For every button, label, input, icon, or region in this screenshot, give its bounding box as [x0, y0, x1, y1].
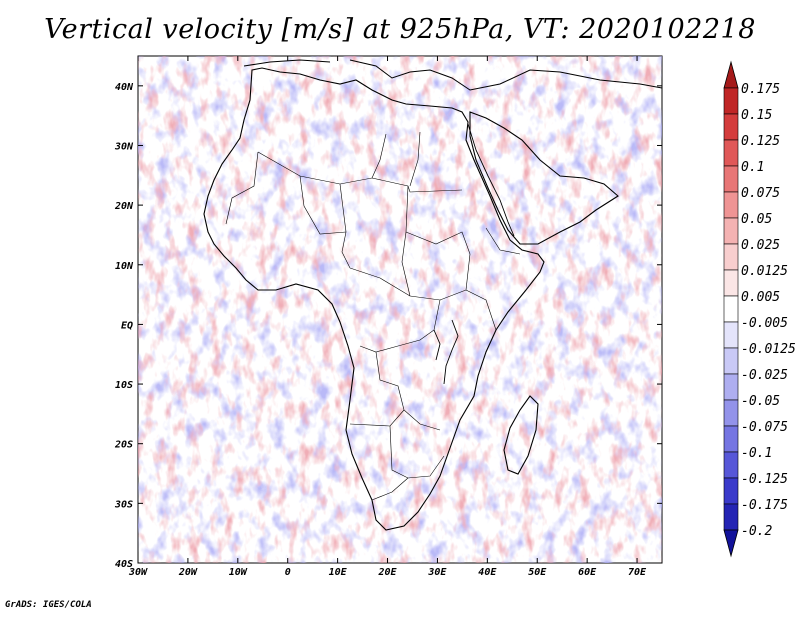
- colorbar-swatch: [723, 503, 739, 531]
- lon-tick-label: 70E: [628, 567, 647, 578]
- colorbar-arrow-top: [723, 60, 739, 89]
- lon-tick-label: 10W: [229, 567, 248, 578]
- colorbar-label: -0.2: [741, 524, 772, 539]
- colorbar-label: 0.0125: [741, 264, 788, 279]
- africa-coastline: [203, 67, 545, 531]
- lat-tick-label: EQ: [121, 320, 133, 331]
- colorbar-label: 0.125: [741, 134, 780, 149]
- colorbar-swatch: [723, 425, 739, 453]
- lon-tick-label: 20W: [178, 567, 198, 578]
- colorbar-label: 0.15: [741, 108, 772, 123]
- lon-tick-label: 60E: [578, 567, 597, 578]
- lat-tick-label: 30S: [114, 499, 133, 510]
- colorbar-label: 0.1: [741, 160, 764, 175]
- colorbar-swatch: [723, 477, 739, 505]
- lon-tick-label: 30W: [128, 567, 148, 578]
- colorbar-label: 0.005: [741, 290, 780, 305]
- colorbar-label: -0.075: [741, 420, 788, 435]
- country-borders: [225, 131, 521, 501]
- colorbar-label: -0.025: [741, 368, 788, 383]
- colorbar: 0.175 0.15 0.125 0.1 0.075 0.05 0.025 0.0125 0.0…: [723, 60, 796, 558]
- colorbar-swatch: [723, 165, 739, 193]
- lat-tick-label: 20S: [114, 440, 133, 451]
- colorbar-label: -0.125: [741, 472, 788, 487]
- lon-tick-label: 50E: [528, 567, 547, 578]
- colorbar-swatch: [723, 269, 739, 297]
- colorbar-swatch: [723, 113, 739, 141]
- lon-tick-label: 10E: [329, 567, 348, 578]
- colorbar-label: -0.175: [741, 498, 788, 513]
- colorbar-swatch: [723, 243, 739, 271]
- lat-tick-label: 40N: [115, 82, 134, 93]
- colorbar-swatch: [723, 139, 739, 167]
- arabia-coastline: [469, 111, 619, 245]
- lon-tick-label: 0: [285, 567, 291, 578]
- colorbar-label: 0.075: [741, 186, 780, 201]
- red-sea: [467, 123, 515, 237]
- colorbar-swatch: [723, 295, 739, 323]
- velocity-field: [138, 56, 662, 563]
- lat-tick-label: 40S: [115, 559, 133, 570]
- colorbar-label: -0.05: [741, 394, 780, 409]
- longitude-axis: 30W 20W 10W 0 10E 20E 30E 40E 50E 60E 70E: [128, 56, 647, 578]
- colorbar-swatch: [723, 347, 739, 375]
- colorbar-swatch: [723, 87, 739, 115]
- colorbar-swatch: [723, 191, 739, 219]
- lat-tick-label: 30N: [114, 141, 134, 152]
- colorbar-label: -0.0125: [741, 342, 796, 357]
- colorbar-arrow-bottom: [723, 529, 739, 558]
- lat-tick-label: 20N: [114, 201, 134, 212]
- colorbar-label: 0.05: [741, 212, 772, 227]
- map-title: Vertical velocity [m/s] at 925hPa, VT: 2…: [44, 14, 756, 45]
- lon-tick-label: 20E: [377, 567, 397, 578]
- lat-tick-label: 10N: [115, 261, 134, 272]
- lon-tick-label: 40E: [478, 567, 497, 578]
- colorbar-label: -0.1: [741, 446, 772, 461]
- latitude-axis: 40N 30N 20N 10N EQ 10S 20S 30S 40S: [114, 82, 662, 570]
- colorbar-swatch: [723, 399, 739, 427]
- colorbar-swatch: [723, 217, 739, 245]
- colorbar-label: -0.005: [741, 316, 788, 331]
- colorbar-label: 0.025: [741, 238, 780, 253]
- grads-credit: GrADS: IGES/COLA: [5, 600, 92, 610]
- great-lakes: [433, 319, 459, 385]
- colorbar-swatch: [723, 373, 739, 401]
- lat-tick-label: 10S: [115, 380, 133, 391]
- colorbar-swatch: [723, 451, 739, 479]
- colorbar-swatch: [723, 321, 739, 349]
- madagascar-coastline: [503, 395, 539, 475]
- europe-coastline: [243, 59, 662, 91]
- lon-tick-label: 30E: [427, 567, 447, 578]
- colorbar-label: 0.175: [741, 82, 780, 97]
